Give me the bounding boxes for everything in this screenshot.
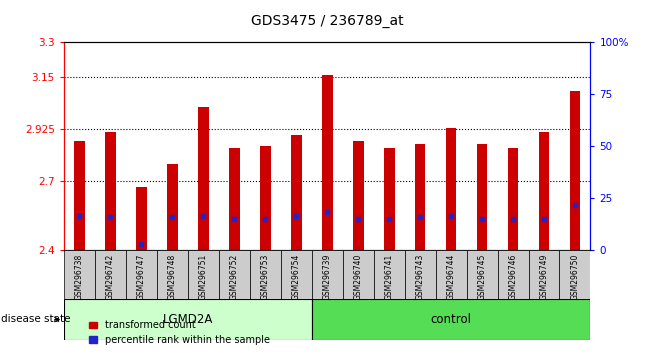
Bar	[476, 144, 487, 250]
Text: GSM296740: GSM296740	[354, 253, 362, 300]
Bar	[125, 250, 157, 299]
Bar	[64, 250, 95, 299]
Bar	[415, 144, 425, 250]
Bar	[466, 250, 497, 299]
Text: GSM296741: GSM296741	[384, 253, 394, 300]
Text: GSM296746: GSM296746	[509, 253, 517, 300]
Text: GSM296748: GSM296748	[168, 253, 176, 300]
Text: GSM296754: GSM296754	[292, 253, 301, 300]
Text: GSM296745: GSM296745	[478, 253, 486, 300]
Bar	[291, 135, 301, 250]
Text: GSM296751: GSM296751	[199, 253, 208, 300]
Bar	[529, 250, 560, 299]
Bar	[311, 299, 590, 340]
Text: GSM296742: GSM296742	[106, 253, 115, 300]
Text: GSM296747: GSM296747	[137, 253, 146, 300]
Text: GSM296752: GSM296752	[229, 253, 239, 300]
Bar	[280, 250, 311, 299]
Text: GSM296750: GSM296750	[570, 253, 580, 300]
Text: control: control	[431, 313, 472, 326]
Bar	[405, 250, 435, 299]
Bar	[539, 132, 550, 250]
Text: GSM296743: GSM296743	[415, 253, 425, 300]
Bar	[136, 187, 147, 250]
Text: GSM296739: GSM296739	[323, 253, 331, 300]
Text: GSM296744: GSM296744	[446, 253, 456, 300]
Bar	[497, 250, 529, 299]
Bar	[167, 164, 178, 250]
Bar	[229, 148, 240, 250]
Bar	[321, 75, 333, 250]
Bar	[384, 148, 395, 250]
Bar	[507, 148, 519, 250]
Bar	[560, 250, 590, 299]
Text: LGMD2A: LGMD2A	[162, 313, 213, 326]
Bar	[219, 250, 250, 299]
Bar	[353, 141, 364, 250]
Bar	[343, 250, 374, 299]
Text: GSM296753: GSM296753	[260, 253, 270, 300]
Text: GSM296749: GSM296749	[539, 253, 548, 300]
Bar	[435, 250, 466, 299]
Bar	[105, 132, 115, 250]
Bar	[157, 250, 188, 299]
Bar	[188, 250, 219, 299]
Bar	[260, 146, 270, 250]
Bar	[95, 250, 125, 299]
Text: GSM296738: GSM296738	[74, 253, 84, 300]
Bar	[374, 250, 405, 299]
Bar	[198, 107, 209, 250]
Bar	[74, 141, 85, 250]
Bar	[446, 127, 456, 250]
Text: GDS3475 / 236789_at: GDS3475 / 236789_at	[251, 14, 403, 28]
Bar	[64, 299, 311, 340]
Bar	[250, 250, 280, 299]
Legend: transformed count, percentile rank within the sample: transformed count, percentile rank withi…	[85, 316, 274, 349]
Text: disease state: disease state	[1, 314, 70, 325]
Bar	[311, 250, 343, 299]
Bar	[570, 91, 580, 250]
